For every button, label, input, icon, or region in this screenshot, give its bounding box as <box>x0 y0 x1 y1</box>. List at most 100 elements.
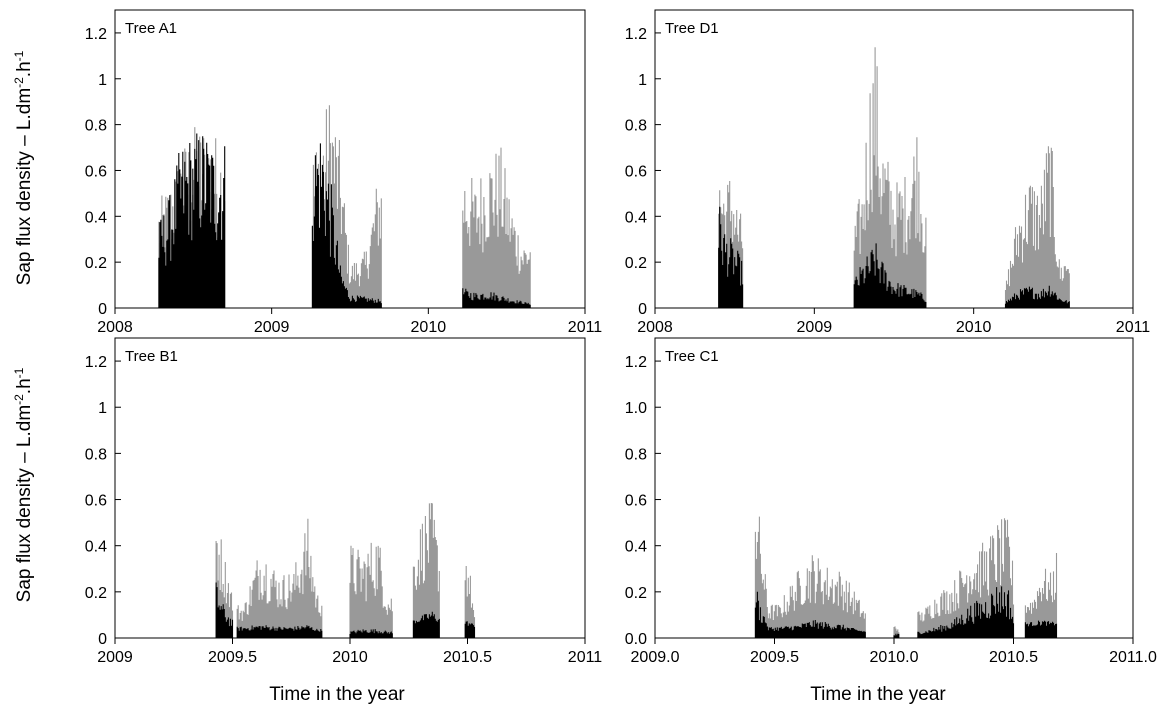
y-tick-label: 0.8 <box>625 118 647 135</box>
series-black-segment <box>754 591 768 638</box>
y-tick-label: 0.2 <box>85 255 107 272</box>
y-tick-label: 0.6 <box>625 493 647 510</box>
series-black-segment <box>158 133 226 308</box>
y-tick-label: 1.2 <box>85 354 107 371</box>
x-tick-label: 2009 <box>797 319 833 336</box>
chart-panel-top-right: 0 0.2 0.4 0.6 0.8 1 1.2 2008 2009 2010 2011 Tree D1 <box>625 9 1151 336</box>
x-axis-label-left: Time in the year <box>269 684 405 705</box>
series-black-segment <box>464 621 476 638</box>
y-tick-label: 1 <box>98 72 107 89</box>
series-black-segment <box>215 582 234 638</box>
x-tick-label: 2010 <box>956 319 992 336</box>
y-axis-label-bottom: Sap flux density – L.dm-2.h-1 <box>12 367 35 602</box>
ylabel-sup1: -2 <box>12 394 26 405</box>
y-tick-label: 0.6 <box>85 493 107 510</box>
y-tick-label: 0.4 <box>625 209 647 226</box>
series-black-segment <box>1004 285 1070 308</box>
y-tick-label: 1.2 <box>85 26 107 43</box>
ylabel-mid: .h <box>14 378 35 394</box>
series-gray-segment <box>464 566 476 638</box>
chart-panels: 0 0.2 0.4 0.6 0.8 1 1.2 2008 2009 2010 2011 Tree A1… <box>85 9 1157 666</box>
series-gray-segment <box>462 147 531 308</box>
x-tick-label: 2010.5 <box>989 649 1038 666</box>
x-tick-label: 2010.0 <box>870 649 919 666</box>
series-black-segment <box>766 620 866 638</box>
x-tick-label: 2009.0 <box>631 649 680 666</box>
series-black-segment <box>1024 620 1058 638</box>
series-black-segment <box>917 586 1015 638</box>
y-axis-label-top: Sap flux density – L.dm-2.h-1 <box>12 50 35 285</box>
ylabel-mid: .h <box>14 61 35 77</box>
chart-panel-top-left: 0 0.2 0.4 0.6 0.8 1 1.2 2008 2009 2010 2011 Tree A1 <box>85 9 603 336</box>
plot-frame <box>114 9 586 309</box>
series-black-segment <box>412 611 440 638</box>
x-tick-label: 2011 <box>1116 319 1151 336</box>
panel-title: Tree D1 <box>665 20 719 37</box>
series-black-segment <box>236 625 323 638</box>
y-tick-label: 0 <box>98 301 107 318</box>
y-tick-label: 0.2 <box>85 585 107 602</box>
x-tick-label: 2010 <box>332 649 368 666</box>
series-gray-segment <box>1024 553 1058 638</box>
y-tick-label: 1.2 <box>625 26 647 43</box>
y-tick-label: 0 <box>98 631 107 648</box>
y-tick-label: 0.0 <box>625 631 647 648</box>
y-tick-label: 0.8 <box>85 446 107 463</box>
series-gray-segment <box>349 542 393 638</box>
y-tick-label: 1.0 <box>625 400 647 417</box>
chart-panel-bottom-right: 0.0 0.2 0.4 0.6 0.8 1.0 1.2 2009.0 2009.5 2010.0 2… <box>625 337 1157 666</box>
plot-frame <box>654 9 1134 309</box>
y-tick-label: 1 <box>98 400 107 417</box>
y-tick-label: 0 <box>638 301 647 318</box>
series-gray-segment <box>754 516 768 638</box>
panel-title: Tree C1 <box>665 348 719 365</box>
plot-area <box>215 503 476 638</box>
series-black-segment <box>311 143 382 308</box>
panel-title: Tree A1 <box>125 20 177 37</box>
x-tick-label: 2008 <box>97 319 133 336</box>
x-tick-label: 2010.5 <box>443 649 492 666</box>
series-gray-segment <box>853 47 927 308</box>
chart-panel-bottom-left: 0 0.2 0.4 0.6 0.8 1 1.2 2009 2009.5 2010 2010.5 201… <box>85 337 603 666</box>
x-tick-label: 2009.5 <box>750 649 799 666</box>
y-tick-label: 0.8 <box>85 118 107 135</box>
ylabel-text: Sap flux density – L.dm <box>14 405 35 603</box>
series-gray-segment <box>236 518 323 638</box>
y-tick-label: 0.4 <box>85 539 107 556</box>
series-gray-segment <box>1004 146 1070 308</box>
x-axis-label-right: Time in the year <box>810 684 946 705</box>
series-black-segment <box>349 629 393 638</box>
y-tick-label: 0.2 <box>625 255 647 272</box>
y-tick-label: 0.6 <box>85 163 107 180</box>
plot-frame <box>654 337 1134 639</box>
series-gray-segment <box>412 503 440 638</box>
ylabel-text: Sap flux density – L.dm <box>14 88 35 286</box>
series-black-segment <box>462 288 531 308</box>
x-tick-label: 2010 <box>411 319 447 336</box>
x-tick-label: 2009 <box>254 319 290 336</box>
y-tick-label: 0.4 <box>625 539 647 556</box>
x-tick-label: 2009.5 <box>208 649 257 666</box>
panel-title: Tree B1 <box>125 348 178 365</box>
plot-area <box>754 516 1058 638</box>
y-tick-label: 0.8 <box>625 446 647 463</box>
y-tick-label: 0.6 <box>625 163 647 180</box>
x-tick-label: 2011 <box>568 649 603 666</box>
y-tick-label: 0.2 <box>625 585 647 602</box>
ylabel-sup1: -2 <box>12 77 26 88</box>
x-tick-label: 2011.0 <box>1109 649 1157 666</box>
x-tick-label: 2008 <box>637 319 673 336</box>
ylabel-sup2: -1 <box>12 50 26 61</box>
x-tick-label: 2009 <box>97 649 133 666</box>
y-tick-label: 1.2 <box>625 354 647 371</box>
y-tick-label: 1 <box>638 72 647 89</box>
series-black-segment <box>853 243 927 308</box>
y-tick-label: 0.4 <box>85 209 107 226</box>
series-black-segment <box>893 633 900 638</box>
series-black-segment <box>718 206 744 308</box>
x-tick-label: 2011 <box>568 319 603 336</box>
series-gray-segment <box>766 555 866 638</box>
plot-area <box>718 47 1070 308</box>
plot-area <box>158 105 531 308</box>
